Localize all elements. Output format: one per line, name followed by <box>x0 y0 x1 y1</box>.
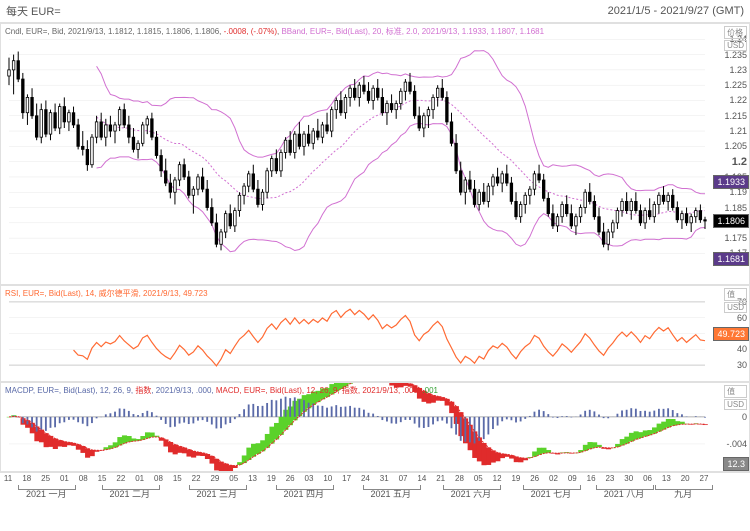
rsi-unit-tags: 值 USD <box>724 288 747 313</box>
unit-price: 价格 <box>724 26 747 39</box>
date-day-tick: 01 <box>60 474 69 483</box>
price-tick: 1.21 <box>729 126 747 136</box>
date-day-tick: 15 <box>98 474 107 483</box>
date-day-tick: 05 <box>229 474 238 483</box>
bb-price-tag: 1.1681 <box>713 252 749 266</box>
month-bracket <box>189 485 247 490</box>
date-day-tick: 27 <box>700 474 709 483</box>
macd-tick: -.004 <box>726 439 747 449</box>
month-bracket <box>523 485 581 490</box>
unit-usd: USD <box>724 302 747 313</box>
month-bracket <box>276 485 334 490</box>
date-day-tick: 15 <box>173 474 182 483</box>
month-bracket <box>655 485 713 490</box>
price-tick: 1.175 <box>724 233 747 243</box>
rsi-tick: 60 <box>737 313 747 323</box>
date-day-tick: 18 <box>22 474 31 483</box>
month-bracket <box>102 485 160 490</box>
date-day-tick: 03 <box>305 474 314 483</box>
macd-panel[interactable]: MACDP, EUR=, Bid(Last), 12, 26, 9, 指数, 2… <box>0 382 750 472</box>
date-day-tick: 23 <box>605 474 614 483</box>
date-day-tick: 10 <box>323 474 332 483</box>
macd-scale-tag: 12.3 <box>723 457 749 471</box>
chart-date-range: 2021/1/5 - 2021/9/27 (GMT) <box>608 5 744 17</box>
date-day-tick: 22 <box>192 474 201 483</box>
macd-legend: MACDP, EUR=, Bid(Last), 12, 26, 9, 指数, 2… <box>5 385 438 396</box>
date-day-tick: 26 <box>530 474 539 483</box>
chart-root: 每天 EUR= 2021/1/5 - 2021/9/27 (GMT) Cndl,… <box>0 0 750 531</box>
price-tick: 1.2 <box>732 156 747 168</box>
month-bracket <box>363 485 421 490</box>
date-day-tick: 14 <box>417 474 426 483</box>
date-day-tick: 06 <box>643 474 652 483</box>
price-chart[interactable] <box>1 24 750 284</box>
rsi-panel[interactable]: RSI, EUR=, Bid(Last), 14, 威尔德平滑, 2021/9/… <box>0 285 750 382</box>
date-day-tick: 28 <box>455 474 464 483</box>
date-day-tick: 08 <box>79 474 88 483</box>
unit-usd: USD <box>724 399 747 410</box>
unit-value: 值 <box>724 385 747 398</box>
date-day-tick: 05 <box>474 474 483 483</box>
date-day-tick: 21 <box>436 474 445 483</box>
month-bracket <box>596 485 654 490</box>
date-day-tick: 07 <box>399 474 408 483</box>
date-day-tick: 16 <box>587 474 596 483</box>
date-day-tick: 08 <box>154 474 163 483</box>
price-unit-tags: 价格 USD <box>724 26 747 51</box>
date-day-tick: 29 <box>210 474 219 483</box>
month-bracket <box>443 485 501 490</box>
date-day-tick: 26 <box>286 474 295 483</box>
price-tick: 1.225 <box>724 80 747 90</box>
rsi-tick: 30 <box>737 360 747 370</box>
rsi-tick: 40 <box>737 344 747 354</box>
date-day-tick: 09 <box>568 474 577 483</box>
date-day-tick: 13 <box>662 474 671 483</box>
chart-header: 每天 EUR= 2021/1/5 - 2021/9/27 (GMT) <box>0 0 750 23</box>
bb-price-tag: 1.1933 <box>713 175 749 189</box>
date-day-tick: 22 <box>116 474 125 483</box>
date-day-tick: 12 <box>493 474 502 483</box>
price-tick: 1.22 <box>729 95 747 105</box>
unit-usd: USD <box>724 40 747 51</box>
date-day-tick: 02 <box>549 474 558 483</box>
macd-tick: 0 <box>742 412 747 422</box>
price-tick: 1.23 <box>729 65 747 75</box>
date-day-tick: 01 <box>135 474 144 483</box>
chart-title: 每天 EUR= <box>6 3 61 19</box>
price-tick: 1.205 <box>724 141 747 151</box>
date-day-tick: 19 <box>267 474 276 483</box>
date-axis: 11 18 25 01 08 15 22 01 08 15 22 29 05 13 19 26 03 10 17 24… <box>0 472 750 505</box>
unit-value: 值 <box>724 288 747 301</box>
date-day-tick: 24 <box>361 474 370 483</box>
date-day-tick: 11 <box>4 474 12 483</box>
price-tick: 1.185 <box>724 203 747 213</box>
price-tick: 1.235 <box>724 50 747 60</box>
date-day-tick: 30 <box>624 474 633 483</box>
price-panel[interactable]: Cndl, EUR=, Bid, 2021/9/13, 1.1812, 1.18… <box>0 23 750 285</box>
date-day-tick: 20 <box>681 474 690 483</box>
price-tick: 1.215 <box>724 111 747 121</box>
date-day-tick: 25 <box>41 474 50 483</box>
rsi-chart[interactable] <box>1 286 750 381</box>
rsi-legend: RSI, EUR=, Bid(Last), 14, 威尔德平滑, 2021/9/… <box>5 288 208 299</box>
date-day-tick: 31 <box>380 474 389 483</box>
month-bracket <box>18 485 76 490</box>
price-y-axis: 1.171.1751.181.1851.191.1951.21.2051.211… <box>709 24 749 284</box>
macd-chart[interactable] <box>1 383 750 471</box>
macd-unit-tags: 值 USD <box>724 385 747 410</box>
price-legend: Cndl, EUR=, Bid, 2021/9/13, 1.1812, 1.18… <box>5 26 544 37</box>
date-day-tick: 19 <box>511 474 520 483</box>
rsi-current-tag: 49.723 <box>713 327 749 341</box>
date-day-tick: 17 <box>342 474 351 483</box>
date-day-tick: 13 <box>248 474 257 483</box>
current-price-tag: 1.1806 <box>713 214 749 228</box>
